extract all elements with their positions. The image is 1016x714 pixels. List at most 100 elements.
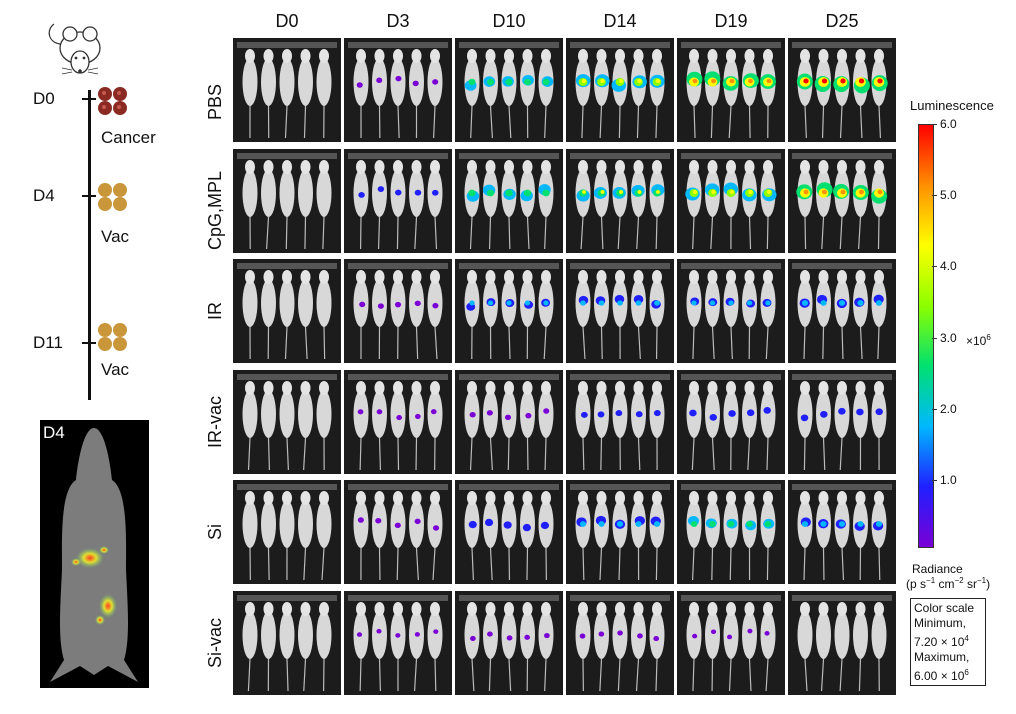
mice-group-image: [459, 594, 559, 691]
row-header-ir: IR: [205, 302, 225, 320]
colorbar-tick: [932, 195, 937, 197]
timeline: D0 D4 D11 Cancer Vac Vac: [0, 0, 200, 400]
signal-spot: [597, 410, 605, 418]
mouse-body: [279, 58, 295, 106]
unit-sup: −1: [926, 576, 936, 585]
signal-spot: [653, 635, 660, 641]
mouse-body: [501, 610, 517, 659]
unit-part: cm: [935, 577, 955, 591]
mouse-body: [409, 500, 424, 548]
row-header-pbs: PBS: [205, 83, 225, 120]
radiance-label: Radiance: [912, 562, 963, 576]
max-mantissa: 6.00 × 10: [914, 669, 965, 683]
mouse-body: [372, 500, 387, 548]
mouse-body: [298, 610, 313, 659]
signal-spot: [396, 414, 403, 420]
signal-spot: [487, 631, 493, 637]
imaging-panel: [566, 259, 674, 363]
timeline-label-cancer: Cancer: [101, 128, 156, 147]
signal-spot: [356, 82, 363, 88]
mice-group-image: [459, 263, 559, 360]
mice-group-image: [237, 484, 337, 581]
mouse-body: [427, 610, 443, 659]
timeline-label-vac-2: Vac: [101, 360, 130, 379]
imaging-panel: [455, 369, 563, 474]
colorbar-tick: [932, 124, 937, 125]
signal-spot: [637, 632, 643, 639]
signal-spot: [692, 633, 698, 638]
signal-spot: [470, 635, 476, 641]
imaging-panel: [233, 590, 341, 695]
mouse-body: [797, 389, 813, 438]
mouse-body: [372, 279, 387, 327]
imaging-panel: [233, 480, 341, 584]
mouse-body: [261, 389, 276, 438]
row-header-ir-vac: IR-vac: [205, 395, 225, 448]
signal-spot: [430, 408, 437, 414]
mouse-body: [501, 389, 517, 438]
signal-spot: [376, 77, 383, 84]
colorbar-tick-label: 2.0: [940, 401, 957, 416]
signal-spot: [540, 521, 550, 530]
mice-group-image: [570, 484, 670, 581]
colorbar-multiplier: ×106: [966, 333, 991, 348]
mouse-body: [316, 279, 332, 327]
color-scale-max-value: 6.00 × 106: [914, 665, 982, 684]
imaging-panel: [677, 369, 785, 474]
signal-spot: [543, 407, 550, 414]
mice-group-image: [237, 42, 337, 139]
colorbar-tick-label: 6.0: [940, 117, 957, 131]
signal-spot: [414, 518, 421, 525]
colorbar-tick: [932, 479, 937, 481]
signal-spot: [764, 630, 770, 636]
colorbar-tick: [932, 337, 937, 339]
unit-part: (p s: [906, 577, 927, 591]
signal-spot: [617, 629, 623, 635]
column-header-d10: D10: [492, 11, 526, 31]
mice-group-image: [792, 152, 892, 249]
imaging-panel: [566, 38, 674, 142]
mouse-body: [279, 610, 295, 659]
mice-group-image: [570, 594, 670, 691]
unit-part: sr: [963, 577, 977, 591]
mice-group-image: [237, 263, 337, 360]
mouse-body: [298, 500, 313, 548]
mouse-body: [649, 610, 665, 659]
imaging-panel: [566, 148, 674, 253]
mice-group-image: [348, 373, 448, 470]
signal-spot: [503, 521, 512, 529]
mouse-body: [353, 500, 369, 548]
imaging-panel: [677, 480, 785, 584]
mouse-icon: [48, 23, 101, 75]
imaging-panel: [455, 590, 563, 695]
mice-group-image: [681, 263, 781, 360]
imaging-panel: [233, 148, 341, 253]
min-exponent: 4: [964, 634, 969, 643]
imaging-panel: [677, 38, 785, 142]
row-header-si: Si: [205, 523, 225, 540]
imaging-panel: [455, 38, 563, 142]
mice-group-image: [348, 263, 448, 360]
signal-spot: [433, 628, 439, 634]
mouse-body: [298, 168, 313, 217]
radiance-unit: (p s−1 cm−2 sr−1): [906, 576, 990, 591]
mouse-body: [427, 500, 443, 548]
colorbar-tick: [932, 408, 937, 410]
signal-spot: [376, 628, 382, 634]
signal-spot: [394, 189, 402, 195]
signal-spot: [469, 411, 476, 417]
imaging-panel: [344, 148, 452, 253]
signal-spot: [763, 406, 771, 414]
mouse-body: [242, 500, 258, 548]
imaging-panel: [455, 148, 563, 253]
column-header-d25: D25: [825, 11, 859, 31]
unit-part: ): [986, 577, 991, 591]
vaccine-particles-icon: [98, 183, 127, 211]
colorbar-gradient: [918, 124, 934, 548]
mice-group-image: [570, 152, 670, 249]
signal-spot: [635, 410, 643, 417]
mice-group-image: [792, 594, 892, 691]
mouse-body: [279, 279, 295, 327]
color-scale-box: Color scale Minimum, 7.20 × 104 Maximum,…: [910, 598, 986, 686]
mice-group-image: [459, 42, 559, 139]
